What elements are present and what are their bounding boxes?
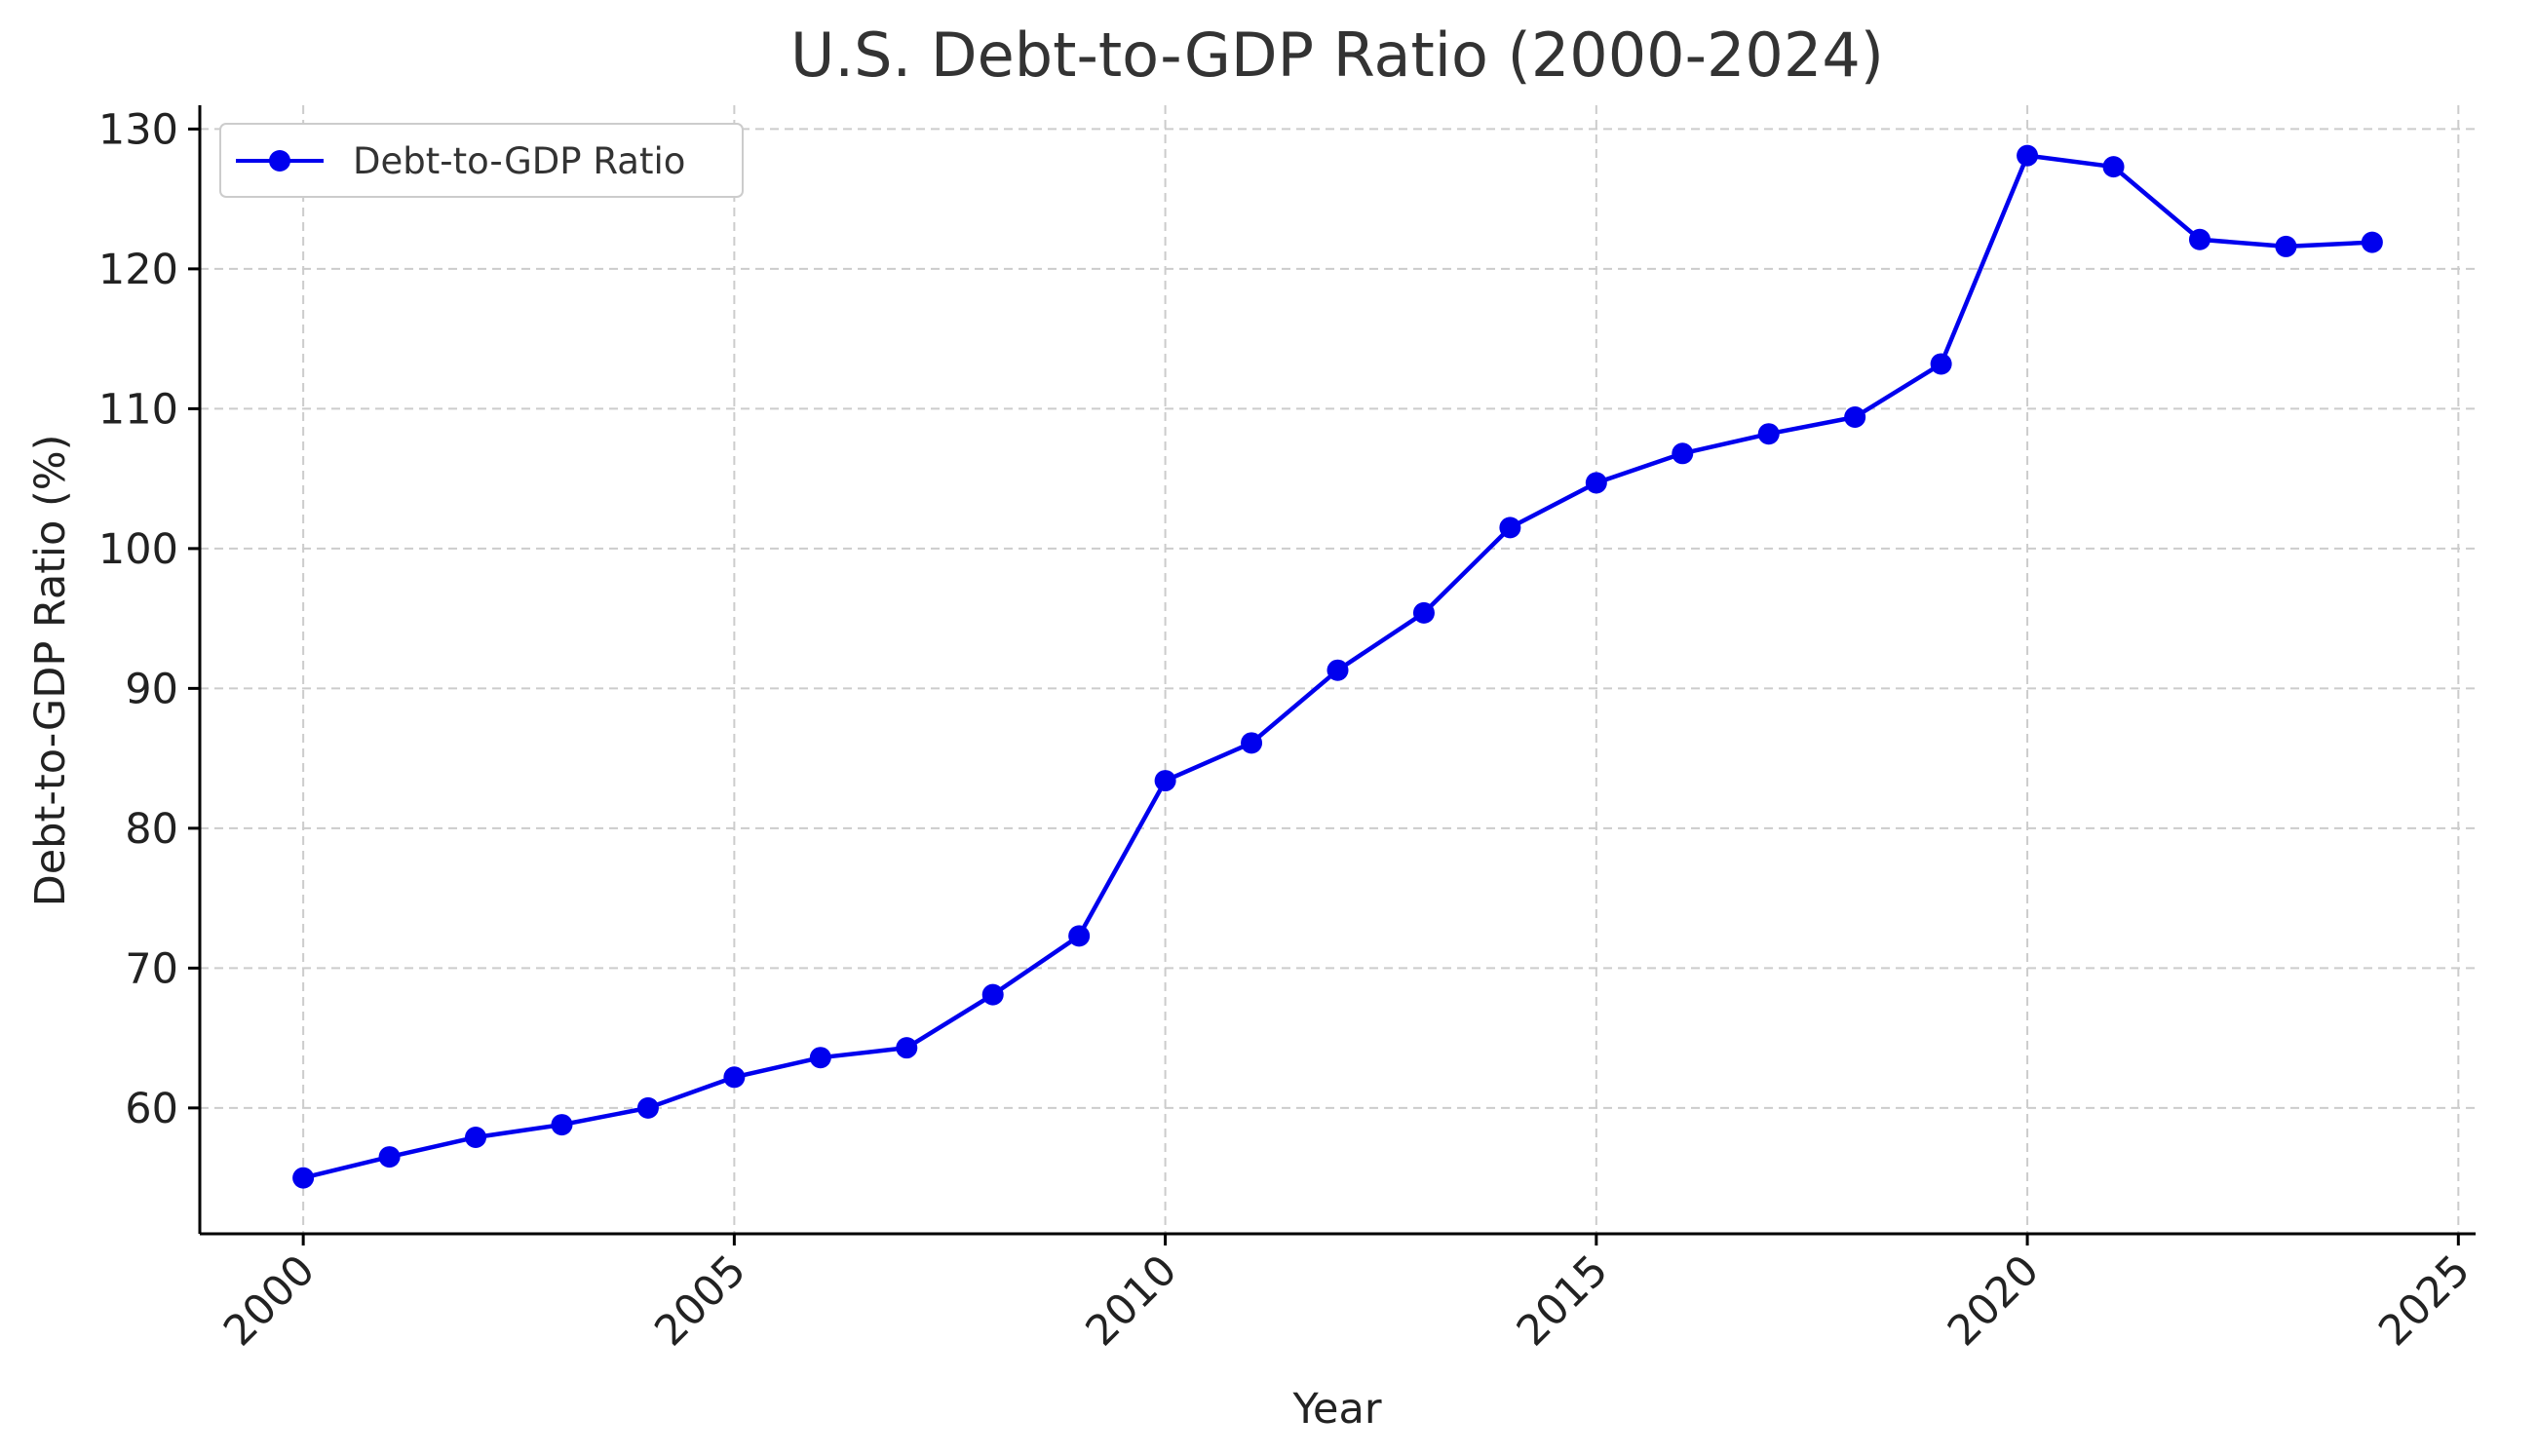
data-point [2361,231,2383,253]
legend-box [219,123,744,198]
y-tick-label: 70 [125,944,178,993]
y-tick-label: 80 [125,805,178,854]
series-layer [292,144,2383,1189]
data-point [1499,517,1521,539]
y-axis-label: Debt-to-GDP Ratio (%) [26,435,75,907]
chart-title: U.S. Debt-to-GDP Ratio (2000-2024) [790,19,1884,91]
data-point [1154,770,1176,792]
y-tick-label: 130 [98,105,178,154]
data-point [1068,925,1091,947]
legend-label: Debt-to-GDP Ratio [353,140,685,182]
y-tick-label: 110 [98,385,178,434]
x-axis-label: Year [1291,1385,1381,1434]
y-tick-label: 90 [125,665,178,713]
data-point [292,1167,315,1189]
data-point [1672,442,1694,465]
data-point [465,1126,487,1148]
data-point [1930,353,1952,375]
y-tick-label: 100 [98,525,178,574]
data-point [1412,601,1435,624]
data-point [636,1096,659,1119]
data-point [2102,156,2125,178]
x-tick-label: 2025 [2369,1245,2479,1356]
data-point [1585,472,1607,494]
data-point [1844,405,1866,428]
data-point [1241,732,1263,754]
data-point [378,1146,401,1169]
data-point [896,1037,918,1059]
data-point [551,1114,573,1136]
data-point [2017,144,2039,167]
x-tick-label: 2000 [214,1245,325,1356]
x-tick-label: 2005 [645,1245,755,1356]
data-point [2275,235,2297,257]
legend: Debt-to-GDP Ratio [219,123,744,198]
legend-marker-swatch [269,150,290,172]
data-point [1757,423,1780,445]
data-point [723,1066,746,1089]
data-point [2188,228,2210,250]
y-tick-label: 120 [98,246,178,294]
data-point [1326,659,1349,681]
data-point [981,983,1004,1006]
y-tick-label: 60 [125,1085,178,1133]
axes: 60 70 80 90 100 110 120 130 2000 2005 2010 2015 2020… [98,105,2479,1356]
grid-lines [200,105,2476,1234]
x-tick-label: 2010 [1077,1245,1187,1356]
data-point [809,1047,831,1069]
x-tick-label: 2020 [1939,1245,2049,1356]
x-tick-label: 2015 [1508,1245,1618,1356]
